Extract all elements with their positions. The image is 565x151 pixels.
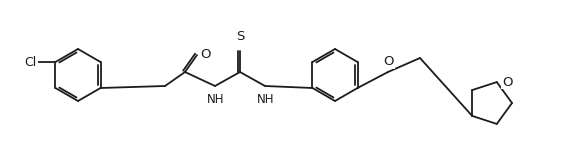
Text: NH: NH	[257, 93, 275, 106]
Text: S: S	[236, 30, 244, 43]
Text: O: O	[200, 48, 211, 61]
Text: O: O	[384, 55, 394, 68]
Text: O: O	[502, 76, 512, 89]
Text: NH: NH	[207, 93, 225, 106]
Text: Cl: Cl	[24, 56, 37, 69]
